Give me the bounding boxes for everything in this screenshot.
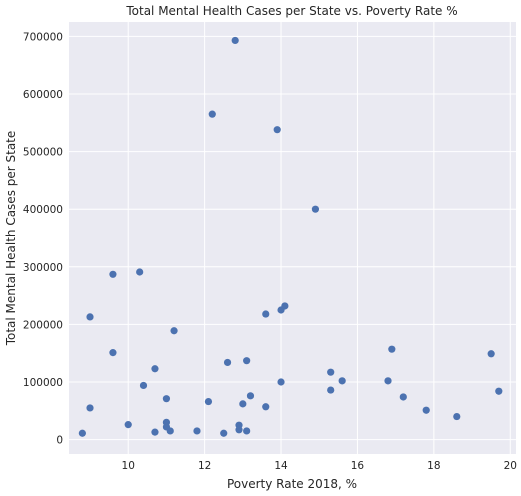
data-point (139, 381, 148, 390)
chart-title: Total Mental Health Cases per State vs. … (125, 4, 457, 18)
data-point (273, 126, 281, 134)
data-point (243, 427, 251, 435)
data-point (204, 397, 213, 406)
data-point (86, 313, 94, 321)
data-point (86, 404, 94, 412)
data-point (399, 393, 407, 401)
y-tick-label: 400000 (23, 204, 63, 216)
data-point (277, 378, 285, 386)
data-point (262, 403, 270, 411)
x-axis-label: Poverty Rate 2018, % (227, 477, 357, 491)
x-tick-label: 16 (351, 460, 365, 472)
data-point (311, 205, 320, 213)
data-point (495, 387, 503, 395)
data-point (235, 426, 243, 434)
x-tick-label: 14 (274, 460, 288, 472)
x-tick-label: 18 (427, 460, 440, 472)
data-point (243, 357, 251, 365)
y-axis-label: Total Mental Health Cases per State (4, 131, 18, 347)
data-point (151, 365, 159, 373)
data-point (223, 358, 232, 367)
y-tick-label: 700000 (23, 31, 63, 43)
data-point (166, 427, 174, 435)
tick-labels: 10 12 14 16 18 20 0 100000 200000 300000 400000 500… (23, 31, 517, 472)
y-tick-label: 200000 (23, 319, 63, 331)
data-point (277, 306, 285, 314)
data-point (239, 400, 247, 408)
y-tick-label: 0 (56, 435, 63, 447)
y-tick-label: 300000 (23, 262, 63, 274)
data-point (193, 427, 201, 435)
x-tick-label: 12 (198, 460, 211, 472)
data-point (124, 421, 132, 429)
plot-background (69, 22, 516, 454)
data-point (231, 36, 239, 45)
data-point (78, 429, 86, 437)
data-point (151, 428, 159, 436)
x-tick-label: 10 (122, 460, 135, 472)
y-tick-label: 600000 (23, 89, 63, 101)
grid-lines (69, 22, 516, 454)
data-point (422, 406, 430, 414)
x-tick-label: 20 (504, 460, 517, 472)
data-point (208, 110, 216, 118)
data-point (220, 429, 228, 437)
data-point (327, 386, 335, 394)
y-tick-label: 100000 (23, 377, 63, 389)
y-tick-label: 500000 (23, 147, 63, 159)
data-point (136, 268, 144, 276)
data-point (338, 377, 346, 385)
data-point (170, 327, 178, 335)
data-point (384, 377, 392, 385)
data-point (327, 368, 335, 376)
data-point (453, 412, 461, 421)
data-point (162, 395, 171, 403)
data-point (262, 310, 270, 318)
data-point (246, 392, 255, 400)
data-point (109, 349, 117, 357)
data-point (388, 345, 396, 353)
data-point (487, 350, 495, 358)
data-point (109, 270, 117, 278)
data-points (78, 36, 503, 437)
